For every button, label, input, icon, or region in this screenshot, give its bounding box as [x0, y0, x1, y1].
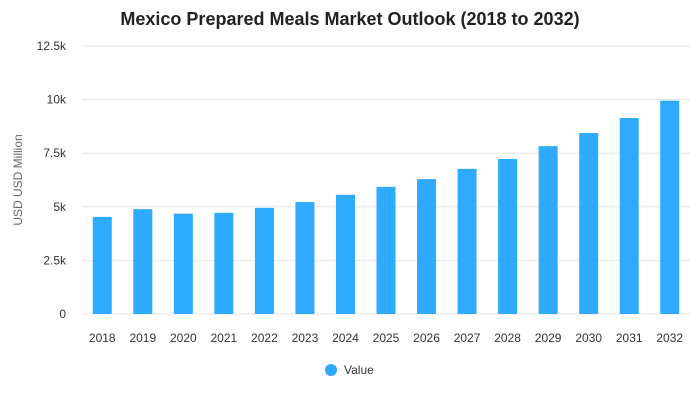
x-axis-ticks: 2018 2019 2020 2021 2022 2023 2024 2025 2026 2027… — [89, 331, 683, 345]
x-tick-label: 2027 — [454, 331, 481, 345]
bar-2019[interactable] — [133, 209, 153, 314]
bar-2022[interactable] — [254, 207, 274, 314]
bar-2020[interactable] — [173, 213, 193, 314]
bar-2027[interactable] — [457, 168, 477, 314]
bar-2029[interactable] — [538, 146, 558, 314]
x-tick-label: 2029 — [535, 331, 562, 345]
x-tick-label: 2025 — [373, 331, 400, 345]
chart-title: Mexico Prepared Meals Market Outlook (20… — [120, 9, 579, 29]
bar-2032[interactable] — [660, 100, 680, 314]
x-tick-label: 2018 — [89, 331, 116, 345]
bar-2025[interactable] — [376, 186, 396, 314]
bars — [92, 100, 680, 315]
y-tick-label: 0 — [59, 307, 66, 321]
x-tick-label: 2024 — [332, 331, 359, 345]
y-tick-label: 2.5k — [43, 253, 67, 267]
x-tick-label: 2021 — [211, 331, 238, 345]
bar-2030[interactable] — [579, 133, 599, 314]
bar-2023[interactable] — [295, 202, 315, 314]
bar-2031[interactable] — [619, 118, 639, 315]
bar-2026[interactable] — [417, 179, 437, 314]
x-tick-label: 2031 — [616, 331, 643, 345]
bar-2024[interactable] — [335, 194, 355, 314]
y-tick-label: 12.5k — [37, 39, 67, 53]
x-tick-label: 2032 — [656, 331, 683, 345]
legend[interactable]: Value — [325, 363, 374, 377]
y-tick-label: 7.5k — [43, 146, 67, 160]
x-tick-label: 2022 — [251, 331, 278, 345]
bar-2018[interactable] — [92, 216, 112, 314]
y-tick-label: 5k — [53, 200, 67, 214]
legend-label-value[interactable]: Value — [344, 363, 374, 377]
x-tick-label: 2030 — [575, 331, 602, 345]
x-tick-label: 2020 — [170, 331, 197, 345]
y-axis-label: USD USD Million — [11, 134, 25, 225]
legend-marker-value[interactable] — [325, 364, 337, 376]
y-tick-label: 10k — [47, 93, 67, 107]
x-tick-label: 2019 — [129, 331, 156, 345]
bar-2021[interactable] — [214, 212, 234, 314]
bar-2028[interactable] — [498, 158, 518, 314]
x-tick-label: 2026 — [413, 331, 440, 345]
x-tick-label: 2028 — [494, 331, 521, 345]
y-axis-ticks: 0 2.5k 5k 7.5k 10k 12.5k — [37, 39, 67, 321]
x-tick-label: 2023 — [292, 331, 319, 345]
